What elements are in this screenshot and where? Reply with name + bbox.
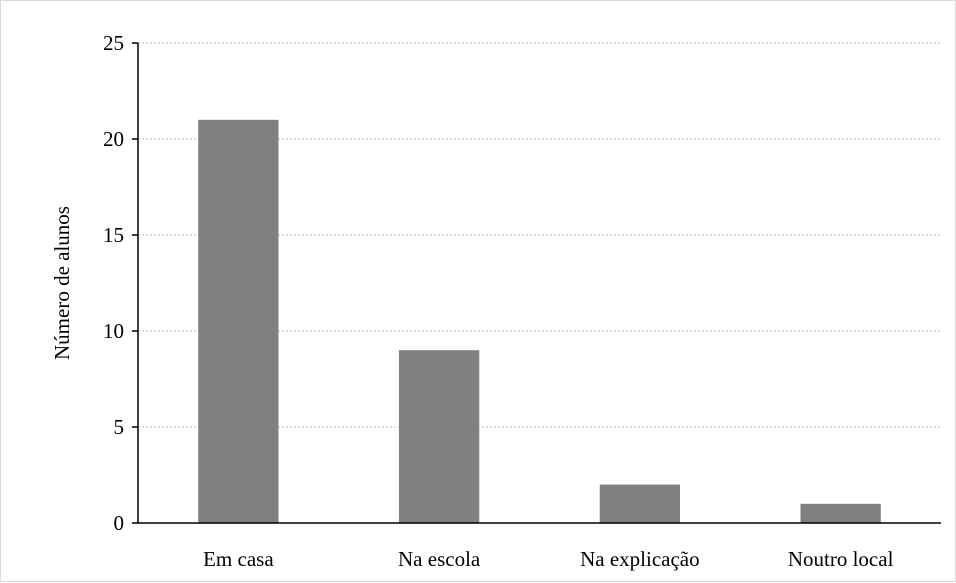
x-category-label: Na escola: [398, 547, 481, 571]
bar-na-explicação: [599, 484, 681, 523]
y-tick-label: 10: [103, 319, 124, 343]
bar-na-escola: [398, 350, 480, 523]
x-tick-labels: Em casa Na escola Na explicação Noutro loca…: [203, 547, 893, 571]
bars: [198, 119, 881, 524]
x-category-label: Noutro local: [788, 547, 894, 571]
y-tick-label: 5: [114, 415, 125, 439]
bar-noutro-local: [800, 503, 881, 523]
y-tick-labels: 0 5 10 15 20 25: [103, 31, 138, 535]
axes: [137, 43, 941, 524]
y-axis-title: Número de alunos: [50, 206, 74, 360]
x-category-label: Em casa: [203, 547, 274, 571]
y-tick-label: 15: [103, 223, 124, 247]
y-tick-label: 25: [103, 31, 124, 55]
y-tick-label: 20: [103, 127, 124, 151]
x-category-label: Na explicação: [580, 547, 700, 571]
y-tick-label: 0: [114, 511, 125, 535]
bar-em-casa: [198, 119, 279, 524]
